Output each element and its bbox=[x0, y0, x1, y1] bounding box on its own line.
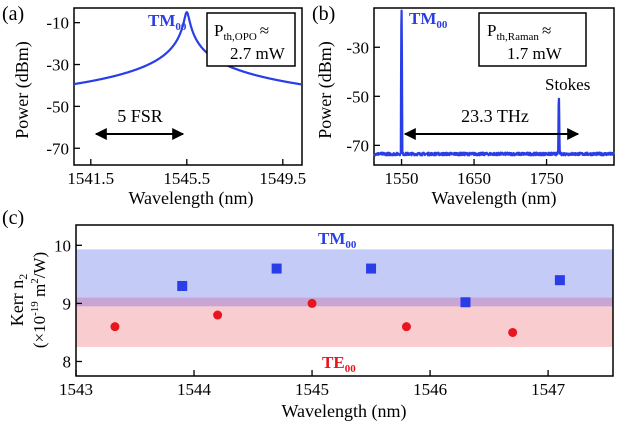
panel-a-threshold-value: 2.7 mW bbox=[230, 44, 286, 63]
panel-a-ytick-label: -50 bbox=[46, 97, 69, 116]
panel-c-ytick-label: 9 bbox=[63, 294, 72, 313]
panel-c-point-te00 bbox=[110, 322, 120, 332]
panel-c-te-sub: 00 bbox=[345, 363, 357, 375]
panel-c-ylabel-main: Kerr n bbox=[7, 280, 27, 326]
panel-a: (a) Power (dBm) -10 -30 -50 -70 1541.5 1545.… bbox=[2, 3, 306, 209]
panel-c-point-te00 bbox=[508, 327, 518, 337]
panel-c-ylabel-unit-mid: m bbox=[30, 284, 49, 301]
panel-c-ylabel-line1: Kerr n2 bbox=[7, 274, 30, 326]
panel-c-letter: (c) bbox=[2, 207, 24, 229]
panel-a-threshold-line1: Pth,OPO ≈ bbox=[214, 21, 269, 43]
panel-b-ytick-label: -50 bbox=[346, 87, 369, 106]
panel-c-band-overlap bbox=[76, 297, 613, 307]
panel-b: (b) Power (dBm) -30 -50 -70 1550 1650 1750 2… bbox=[312, 3, 615, 209]
panel-a-threshold-approx: ≈ bbox=[260, 21, 269, 40]
panel-a-spectrum-line bbox=[73, 11, 303, 86]
panel-b-xtick-label: 1750 bbox=[530, 169, 564, 188]
panel-c-point-tm00 bbox=[554, 275, 565, 286]
panel-c-tm-label: TM00 bbox=[318, 229, 357, 251]
panel-a-xtick-label: 1549.5 bbox=[259, 169, 306, 188]
panel-a-ytick-label: -70 bbox=[46, 139, 69, 158]
panel-c-ylabel-line2: (×10-19 m2/W) bbox=[29, 252, 49, 348]
panel-c-ylabel-main-sub: 2 bbox=[16, 274, 30, 280]
panel-c-te-main: TE bbox=[322, 353, 345, 372]
panel-c-xtick-label: 1547 bbox=[531, 380, 566, 399]
panel-a-ytick-label: -30 bbox=[46, 56, 69, 75]
panel-b-ytick-label: -70 bbox=[346, 136, 369, 155]
panel-b-threshold-line1: Pth,Raman ≈ bbox=[487, 21, 551, 43]
panel-b-threshold-value: 1.7 mW bbox=[507, 44, 563, 63]
panel-b-threshold-prefix: P bbox=[487, 21, 496, 40]
panel-b-mode-sub: 00 bbox=[436, 19, 448, 31]
panel-a-xtick-label: 1541.5 bbox=[67, 169, 114, 188]
panel-c-xlabel: Wavelength (nm) bbox=[281, 401, 406, 422]
panel-c-xtick-label: 1546 bbox=[413, 380, 447, 399]
panel-a-threshold-box bbox=[206, 12, 296, 67]
panel-c-point-tm00 bbox=[271, 263, 282, 274]
panel-b-stokes-label: Stokes bbox=[545, 75, 590, 94]
panel-c-ylabel-unit-end: /W) bbox=[30, 252, 49, 278]
panel-c-point-te00 bbox=[213, 310, 223, 320]
panel-c-tm-main: TM bbox=[318, 229, 345, 248]
panel-b-xtick-label: 1550 bbox=[385, 169, 419, 188]
panel-c-point-te00 bbox=[307, 298, 317, 308]
panel-b-ylabel: Power (dBm) bbox=[315, 41, 336, 139]
panel-a-xtick-label: 1545.5 bbox=[163, 169, 210, 188]
panel-a-threshold-sub: th,OPO bbox=[223, 31, 256, 43]
panel-b-mode-label: TM00 bbox=[409, 9, 448, 31]
panel-c-ylabel-unit-sq: 2 bbox=[29, 278, 41, 284]
panel-c-point-tm00 bbox=[177, 280, 188, 291]
panel-c-ytick-label: 8 bbox=[63, 352, 72, 371]
panel-b-spacing-label: 23.3 THz bbox=[461, 106, 529, 126]
panel-b-threshold-approx: ≈ bbox=[542, 21, 551, 40]
panel-b-ytick-label: -30 bbox=[346, 38, 369, 57]
panel-c-point-tm00 bbox=[460, 297, 471, 308]
panel-a-ytick-label: -10 bbox=[46, 14, 69, 33]
panel-a-letter: (a) bbox=[2, 3, 24, 25]
panel-a-threshold-prefix: P bbox=[214, 21, 223, 40]
panel-a-mode-label: TM00 bbox=[148, 11, 187, 33]
panel-c-te-label: TE00 bbox=[322, 353, 356, 375]
panel-b-mode-main: TM bbox=[409, 9, 436, 28]
panel-b-spectrum-line bbox=[373, 9, 615, 157]
panel-c-ylabel-unit-exp: -19 bbox=[29, 301, 41, 316]
panel-c-xtick-label: 1543 bbox=[59, 380, 93, 399]
panel-c-band-tm00 bbox=[76, 249, 613, 307]
panel-c-frame bbox=[75, 224, 614, 377]
panel-b-threshold-sub: th,Raman bbox=[496, 31, 539, 43]
panel-b-threshold-box bbox=[478, 12, 587, 67]
panel-a-xlabel: Wavelength (nm) bbox=[128, 188, 253, 209]
panel-c-xtick-label: 1544 bbox=[177, 380, 212, 399]
panel-b-letter: (b) bbox=[312, 3, 335, 25]
panel-a-ylabel: Power (dBm) bbox=[12, 41, 33, 139]
panel-b-xlabel: Wavelength (nm) bbox=[431, 188, 556, 209]
panel-a-mode-sub: 00 bbox=[175, 21, 187, 33]
panel-b-frame bbox=[373, 7, 615, 166]
panel-c-ylabel-unit-prefix: (×10 bbox=[30, 316, 49, 348]
panel-a-frame bbox=[73, 7, 303, 166]
panel-c-xtick-label: 1545 bbox=[295, 380, 329, 399]
panel-c-point-tm00 bbox=[366, 263, 377, 274]
panel-c-point-te00 bbox=[401, 322, 411, 332]
panel-b-xtick-label: 1650 bbox=[457, 169, 491, 188]
panel-a-fsr-label: 5 FSR bbox=[117, 106, 163, 126]
panel-a-mode-main: TM bbox=[148, 11, 175, 30]
panel-c-tm-sub: 00 bbox=[345, 239, 357, 251]
panel-c-ytick-label: 10 bbox=[54, 236, 71, 255]
